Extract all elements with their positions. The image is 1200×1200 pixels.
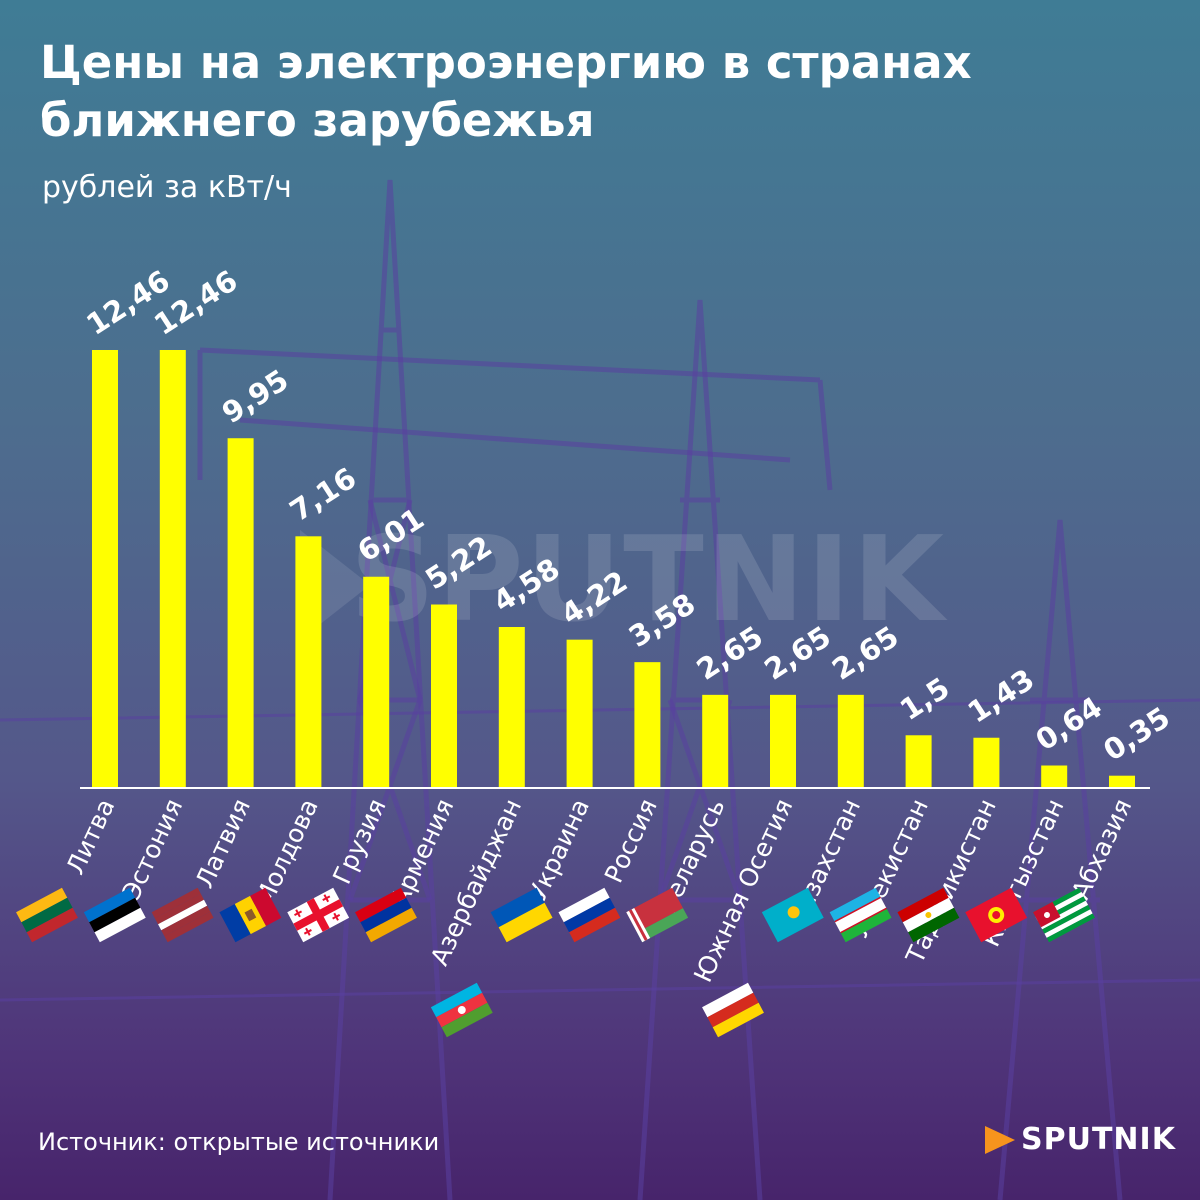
south-ossetia-flag-icon <box>702 982 764 1038</box>
category-label-5: Грузия <box>327 794 392 888</box>
value-label-9: 3,58 <box>623 587 702 654</box>
category-label-2: Эстония <box>116 794 188 905</box>
belarus-flag-icon <box>626 887 689 943</box>
georgia-flag-icon <box>287 887 350 943</box>
value-label-11: 2,65 <box>758 619 837 686</box>
category-label-9: Россия <box>599 794 663 887</box>
azerbaijan-flag-icon <box>430 982 493 1038</box>
category-label-8: Украина <box>523 794 596 905</box>
page-title: Цены на электроэнергию в странах ближнег… <box>40 36 972 147</box>
sputnik-logo: SPUTNIK <box>985 1122 1176 1157</box>
sputnik-wordmark: SPUTNIK <box>1021 1122 1176 1157</box>
kyrgyzstan-flag-icon <box>965 887 1028 943</box>
value-label-15: 0,64 <box>1029 690 1108 757</box>
value-label-5: 6,01 <box>351 501 430 568</box>
bar-9 <box>634 662 661 788</box>
value-label-4: 7,16 <box>284 461 363 528</box>
abkhazia-flag-icon <box>1033 887 1095 943</box>
bar-2 <box>159 350 186 788</box>
ukraine-flag-icon <box>490 887 553 943</box>
value-label-8: 4,22 <box>555 564 634 631</box>
bar-8 <box>566 639 593 788</box>
value-label-10: 2,65 <box>690 619 769 686</box>
bar-6 <box>431 604 457 788</box>
bar-12 <box>837 694 864 788</box>
value-label-16: 0,35 <box>1097 700 1176 767</box>
bar-10 <box>702 694 729 788</box>
armenia-flag-icon <box>355 887 417 943</box>
estonia-flag-icon <box>83 887 146 943</box>
value-label-14: 1,43 <box>962 662 1041 729</box>
uzbekistan-flag-icon <box>829 887 892 943</box>
bar-1 <box>92 350 118 788</box>
russia-flag-icon <box>558 887 621 943</box>
latvia-flag-icon <box>151 887 214 943</box>
bar-14 <box>973 737 1000 788</box>
value-label-7: 4,58 <box>487 551 566 618</box>
flags-group <box>16 887 1095 1038</box>
category-label-1: Литва <box>60 794 120 878</box>
bar-4 <box>295 536 322 788</box>
value-label-6: 5,22 <box>419 529 498 596</box>
bar-7 <box>498 627 525 788</box>
bar-16 <box>1109 775 1135 788</box>
value-label-3: 9,95 <box>216 363 295 430</box>
subtitle: рублей за кВт/ч <box>42 170 292 205</box>
category-label-16: Абхазия <box>1066 794 1138 903</box>
bar-15 <box>1041 765 1068 788</box>
bar-11 <box>770 694 796 788</box>
value-label-13: 1,5 <box>894 671 956 727</box>
lithuania-flag-icon <box>16 887 78 943</box>
bar-5 <box>363 576 390 788</box>
value-label-12: 2,65 <box>826 619 905 686</box>
bar-3 <box>227 438 254 788</box>
tajikistan-flag-icon <box>897 887 960 943</box>
sputnik-arrow-icon <box>985 1125 1015 1154</box>
moldova-flag-icon <box>219 887 282 943</box>
bar-13 <box>905 735 932 788</box>
source-note: Источник: открытые источники <box>38 1128 440 1156</box>
kazakhstan-flag-icon <box>761 887 824 943</box>
category-label-3: Латвия <box>190 794 256 892</box>
bars-group <box>92 350 1135 788</box>
